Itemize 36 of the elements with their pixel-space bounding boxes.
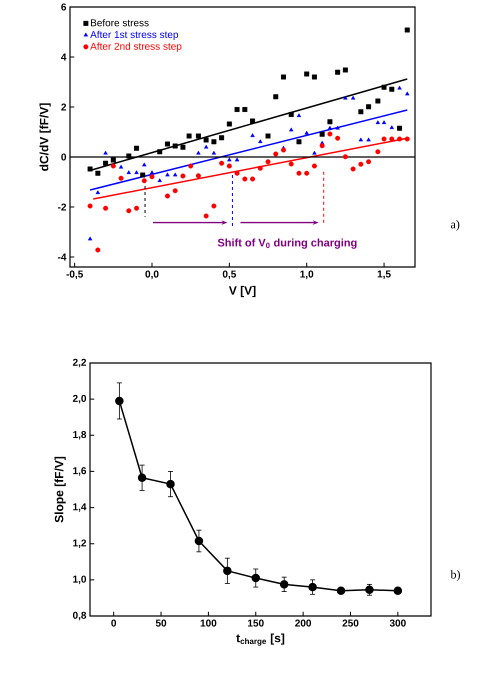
legend-label: After 1st stress step — [90, 30, 178, 40]
x-axis-title: V [V] — [228, 286, 256, 298]
legend-label: After 2nd stress step — [90, 42, 182, 52]
y-tick-label: 6 — [61, 3, 66, 11]
y-axis-title: Slope [fF/V] — [54, 456, 66, 522]
annotation: Shift of V$_{0}$ during charging — [218, 238, 357, 249]
x-tick-label: 1,5 — [378, 270, 391, 279]
y-tick-label: -2 — [58, 204, 66, 210]
y-tick-label: 2,2 — [72, 358, 86, 368]
y-axis-title: dC/dV [fF/V] — [40, 103, 51, 171]
y-tick-label: 0 — [61, 153, 66, 161]
x-tick-label: -0,5 — [66, 270, 83, 280]
x-tick-label: 0,5 — [222, 270, 236, 280]
x-tick-label: 200 — [295, 620, 312, 627]
legend-label: Before stress — [90, 18, 149, 26]
y-tick-label: 2 — [61, 104, 66, 110]
y-tick-label: 1,0 — [73, 576, 86, 584]
x-tick-label: 0 — [111, 620, 116, 627]
x-tick-label: 300 — [390, 620, 406, 627]
y-tick-label: -4 — [58, 254, 66, 260]
y-tick-label: 1,2 — [73, 539, 86, 548]
y-tick-label: 1,8 — [73, 431, 86, 440]
y-tick-label: 1,6 — [73, 467, 86, 476]
text: a) — [450, 220, 460, 231]
x-tick-label: 50 — [156, 620, 166, 627]
x-tick-label: 150 — [248, 620, 264, 627]
x-tick-label: 250 — [342, 620, 358, 627]
x-tick-label: 0,0 — [145, 270, 159, 280]
y-tick-label: 4 — [61, 54, 66, 60]
x-axis-title: t$_{charge}$ [s] — [236, 633, 284, 646]
text: b) — [450, 570, 460, 581]
x-tick-label: 1,0 — [300, 270, 314, 280]
y-tick-label: 2,0 — [72, 394, 86, 404]
y-tick-label: 0,8 — [72, 612, 86, 620]
x-tick-label: 100 — [200, 620, 216, 627]
y-tick-label: 1,4 — [73, 503, 86, 512]
